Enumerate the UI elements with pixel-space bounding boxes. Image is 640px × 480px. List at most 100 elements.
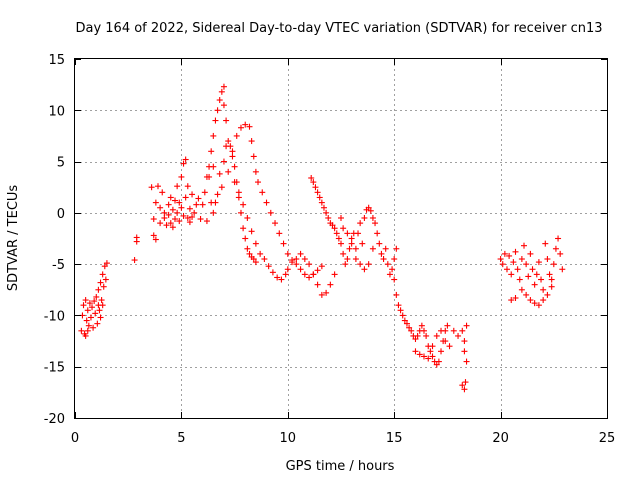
data-point <box>161 214 168 221</box>
data-point <box>240 201 247 208</box>
data-point <box>435 358 442 365</box>
data-point <box>525 273 532 280</box>
data-point <box>154 183 161 190</box>
data-point <box>406 324 413 331</box>
data-point <box>78 327 85 334</box>
y-tick-label: 10 <box>48 104 65 119</box>
data-point <box>201 189 208 196</box>
data-point <box>320 204 327 211</box>
data-point <box>408 327 415 334</box>
data-point <box>93 293 100 300</box>
data-point <box>369 214 376 221</box>
data-point <box>97 279 104 286</box>
data-point <box>252 259 259 266</box>
data-point <box>276 230 283 237</box>
data-point <box>352 256 359 263</box>
data-point <box>361 266 368 273</box>
data-point <box>229 148 236 155</box>
data-point <box>195 195 202 202</box>
y-tick-label: 0 <box>57 207 65 222</box>
data-point <box>174 183 181 190</box>
data-point <box>95 286 102 293</box>
data-point <box>278 276 285 283</box>
data-point <box>186 205 193 212</box>
data-point <box>535 302 542 309</box>
data-point <box>540 297 547 304</box>
data-point <box>531 300 538 307</box>
data-point <box>527 297 534 304</box>
data-point <box>376 240 383 247</box>
data-point <box>92 310 99 317</box>
data-point <box>323 289 330 296</box>
data-point <box>533 271 540 278</box>
data-point <box>163 222 170 229</box>
data-point <box>346 245 353 252</box>
data-point <box>216 97 223 104</box>
data-point <box>242 121 249 128</box>
data-point <box>240 225 247 232</box>
data-point <box>257 250 264 257</box>
data-point <box>161 209 168 216</box>
data-point <box>227 143 234 150</box>
data-point <box>340 250 347 257</box>
data-point <box>191 209 198 216</box>
data-point <box>548 276 555 283</box>
data-point <box>165 201 172 208</box>
data-point <box>508 271 515 278</box>
data-point <box>233 132 240 139</box>
data-point <box>210 209 217 216</box>
data-point <box>555 235 562 242</box>
y-tick-label: 5 <box>57 156 65 171</box>
data-point <box>389 266 396 273</box>
data-point <box>367 207 374 214</box>
data-point <box>372 220 379 227</box>
data-point <box>133 234 140 241</box>
data-point <box>148 184 155 191</box>
data-point <box>391 276 398 283</box>
data-point <box>95 302 102 309</box>
data-point <box>100 283 107 290</box>
data-point <box>203 218 210 225</box>
data-point <box>397 307 404 314</box>
data-point <box>89 304 96 311</box>
series-arc3 <box>231 179 338 298</box>
data-point <box>391 256 398 263</box>
data-point <box>165 211 172 218</box>
data-point <box>150 232 157 239</box>
data-point <box>208 148 215 155</box>
data-point <box>212 117 219 124</box>
data-point <box>306 261 313 268</box>
data-point <box>348 235 355 242</box>
data-point <box>174 209 181 216</box>
data-point <box>540 286 547 293</box>
data-point <box>438 348 445 355</box>
data-point <box>365 261 372 268</box>
data-point <box>416 351 423 358</box>
data-point <box>459 327 466 334</box>
data-point <box>382 245 389 252</box>
data-point <box>157 220 164 227</box>
data-point <box>425 355 432 362</box>
data-point <box>220 102 227 109</box>
data-point <box>250 153 257 160</box>
data-point <box>96 307 103 314</box>
data-point <box>461 386 468 393</box>
data-point <box>82 297 89 304</box>
x-tick-label: 15 <box>386 431 403 446</box>
data-point <box>242 235 249 242</box>
data-point <box>501 250 508 257</box>
data-point <box>331 225 338 232</box>
data-point <box>514 266 521 273</box>
data-point <box>103 260 110 267</box>
data-point <box>329 222 336 229</box>
data-point <box>237 209 244 216</box>
data-point <box>83 317 90 324</box>
data-point <box>167 220 174 227</box>
data-point <box>529 266 536 273</box>
data-point <box>395 302 402 309</box>
data-point <box>180 212 187 219</box>
data-point <box>374 230 381 237</box>
data-point <box>193 201 200 208</box>
data-point <box>248 138 255 145</box>
data-point <box>216 170 223 177</box>
